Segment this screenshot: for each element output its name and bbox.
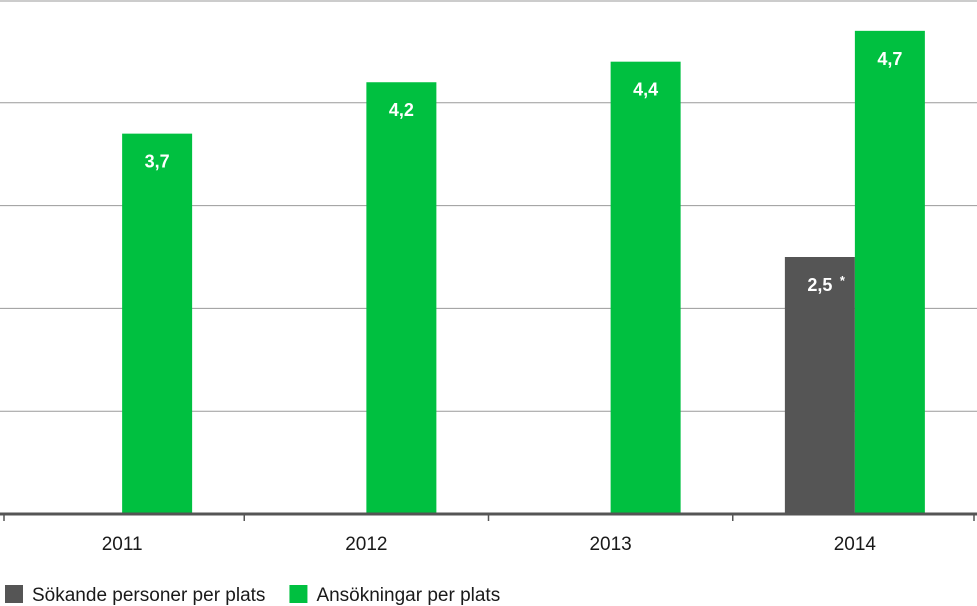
bars: 3,7 4,2 4,4 2,5 * 4,7 [122, 30, 925, 515]
bar-2011-series-1 [122, 133, 193, 514]
x-axis: 2011 2012 2013 2014 [0, 512, 977, 555]
legend-swatch-series-0 [5, 585, 23, 603]
data-annotation-2014: * [840, 273, 846, 288]
x-tick-label-2012: 2012 [345, 534, 387, 555]
bar-2012-series-1 [366, 82, 437, 515]
data-label-2012-series-1: 4,2 [389, 100, 414, 120]
bar-2014-series-0 [784, 257, 855, 514]
legend-swatch-series-1 [289, 585, 308, 603]
x-tick-label-2011: 2011 [102, 534, 143, 555]
data-label-2014-series-1: 4,7 [877, 49, 902, 69]
x-tick-label-2013: 2013 [589, 534, 631, 555]
data-label-2011-series-1: 3,7 [145, 152, 170, 172]
data-label-2014-series-0: 2,5 [807, 275, 832, 295]
legend-label-series-0: Sökande personer per plats [32, 585, 265, 606]
legend: Sökande personer per plats Ansökningar pe… [5, 585, 500, 606]
x-tick-label-2014: 2014 [834, 534, 877, 555]
bar-2013-series-1 [610, 61, 681, 515]
bar-2014-series-1 [854, 30, 925, 515]
data-label-2013-series-1: 4,4 [633, 80, 658, 100]
legend-label-series-1: Ansökningar per plats [316, 585, 500, 606]
